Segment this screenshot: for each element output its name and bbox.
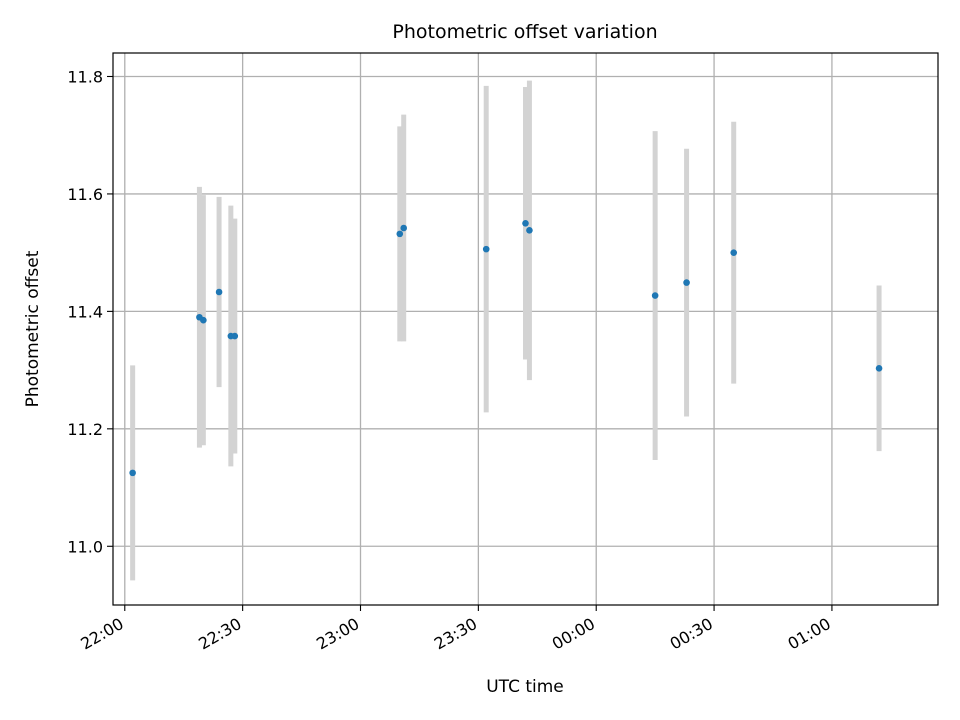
y-tick-label: 11.4 <box>67 302 103 321</box>
y-tick-label: 11.0 <box>67 537 103 556</box>
x-axis-label: UTC time <box>486 677 564 697</box>
y-axis-label: Photometric offset <box>23 250 43 407</box>
x-tick-label: 00:00 <box>549 614 598 654</box>
y-axis-ticks: 11.0 11.2 11.4 11.6 11.8 <box>67 67 113 556</box>
chart-title: Photometric offset variation <box>392 21 657 43</box>
data-point <box>482 245 490 253</box>
x-tick-label: 22:30 <box>195 614 244 654</box>
y-tick-label: 11.6 <box>67 185 103 204</box>
data-point <box>522 219 529 227</box>
data-point <box>396 230 404 238</box>
data-point <box>400 224 408 232</box>
data-point <box>231 332 239 340</box>
plot-area-frame <box>112 52 939 606</box>
x-tick-label: 01:00 <box>784 614 833 654</box>
data-point <box>875 365 883 372</box>
x-tick-label: 23:30 <box>431 614 480 654</box>
grid-lines <box>113 53 938 605</box>
error-bars <box>130 80 882 581</box>
data-point <box>730 249 738 256</box>
data-points <box>129 219 883 477</box>
data-point <box>683 279 690 286</box>
y-tick-label: 11.8 <box>67 67 103 86</box>
data-point <box>200 316 207 324</box>
x-axis-ticks: 22:00 22:30 23:00 23:30 00:00 00:30 01:00 <box>77 605 834 654</box>
data-point <box>215 288 223 296</box>
data-point <box>651 292 659 299</box>
x-tick-label: 22:00 <box>77 614 126 654</box>
data-point <box>129 469 136 477</box>
x-tick-label: 00:30 <box>667 614 716 654</box>
y-tick-label: 11.2 <box>67 420 103 439</box>
data-point <box>526 227 533 234</box>
x-tick-label: 23:00 <box>313 614 362 654</box>
